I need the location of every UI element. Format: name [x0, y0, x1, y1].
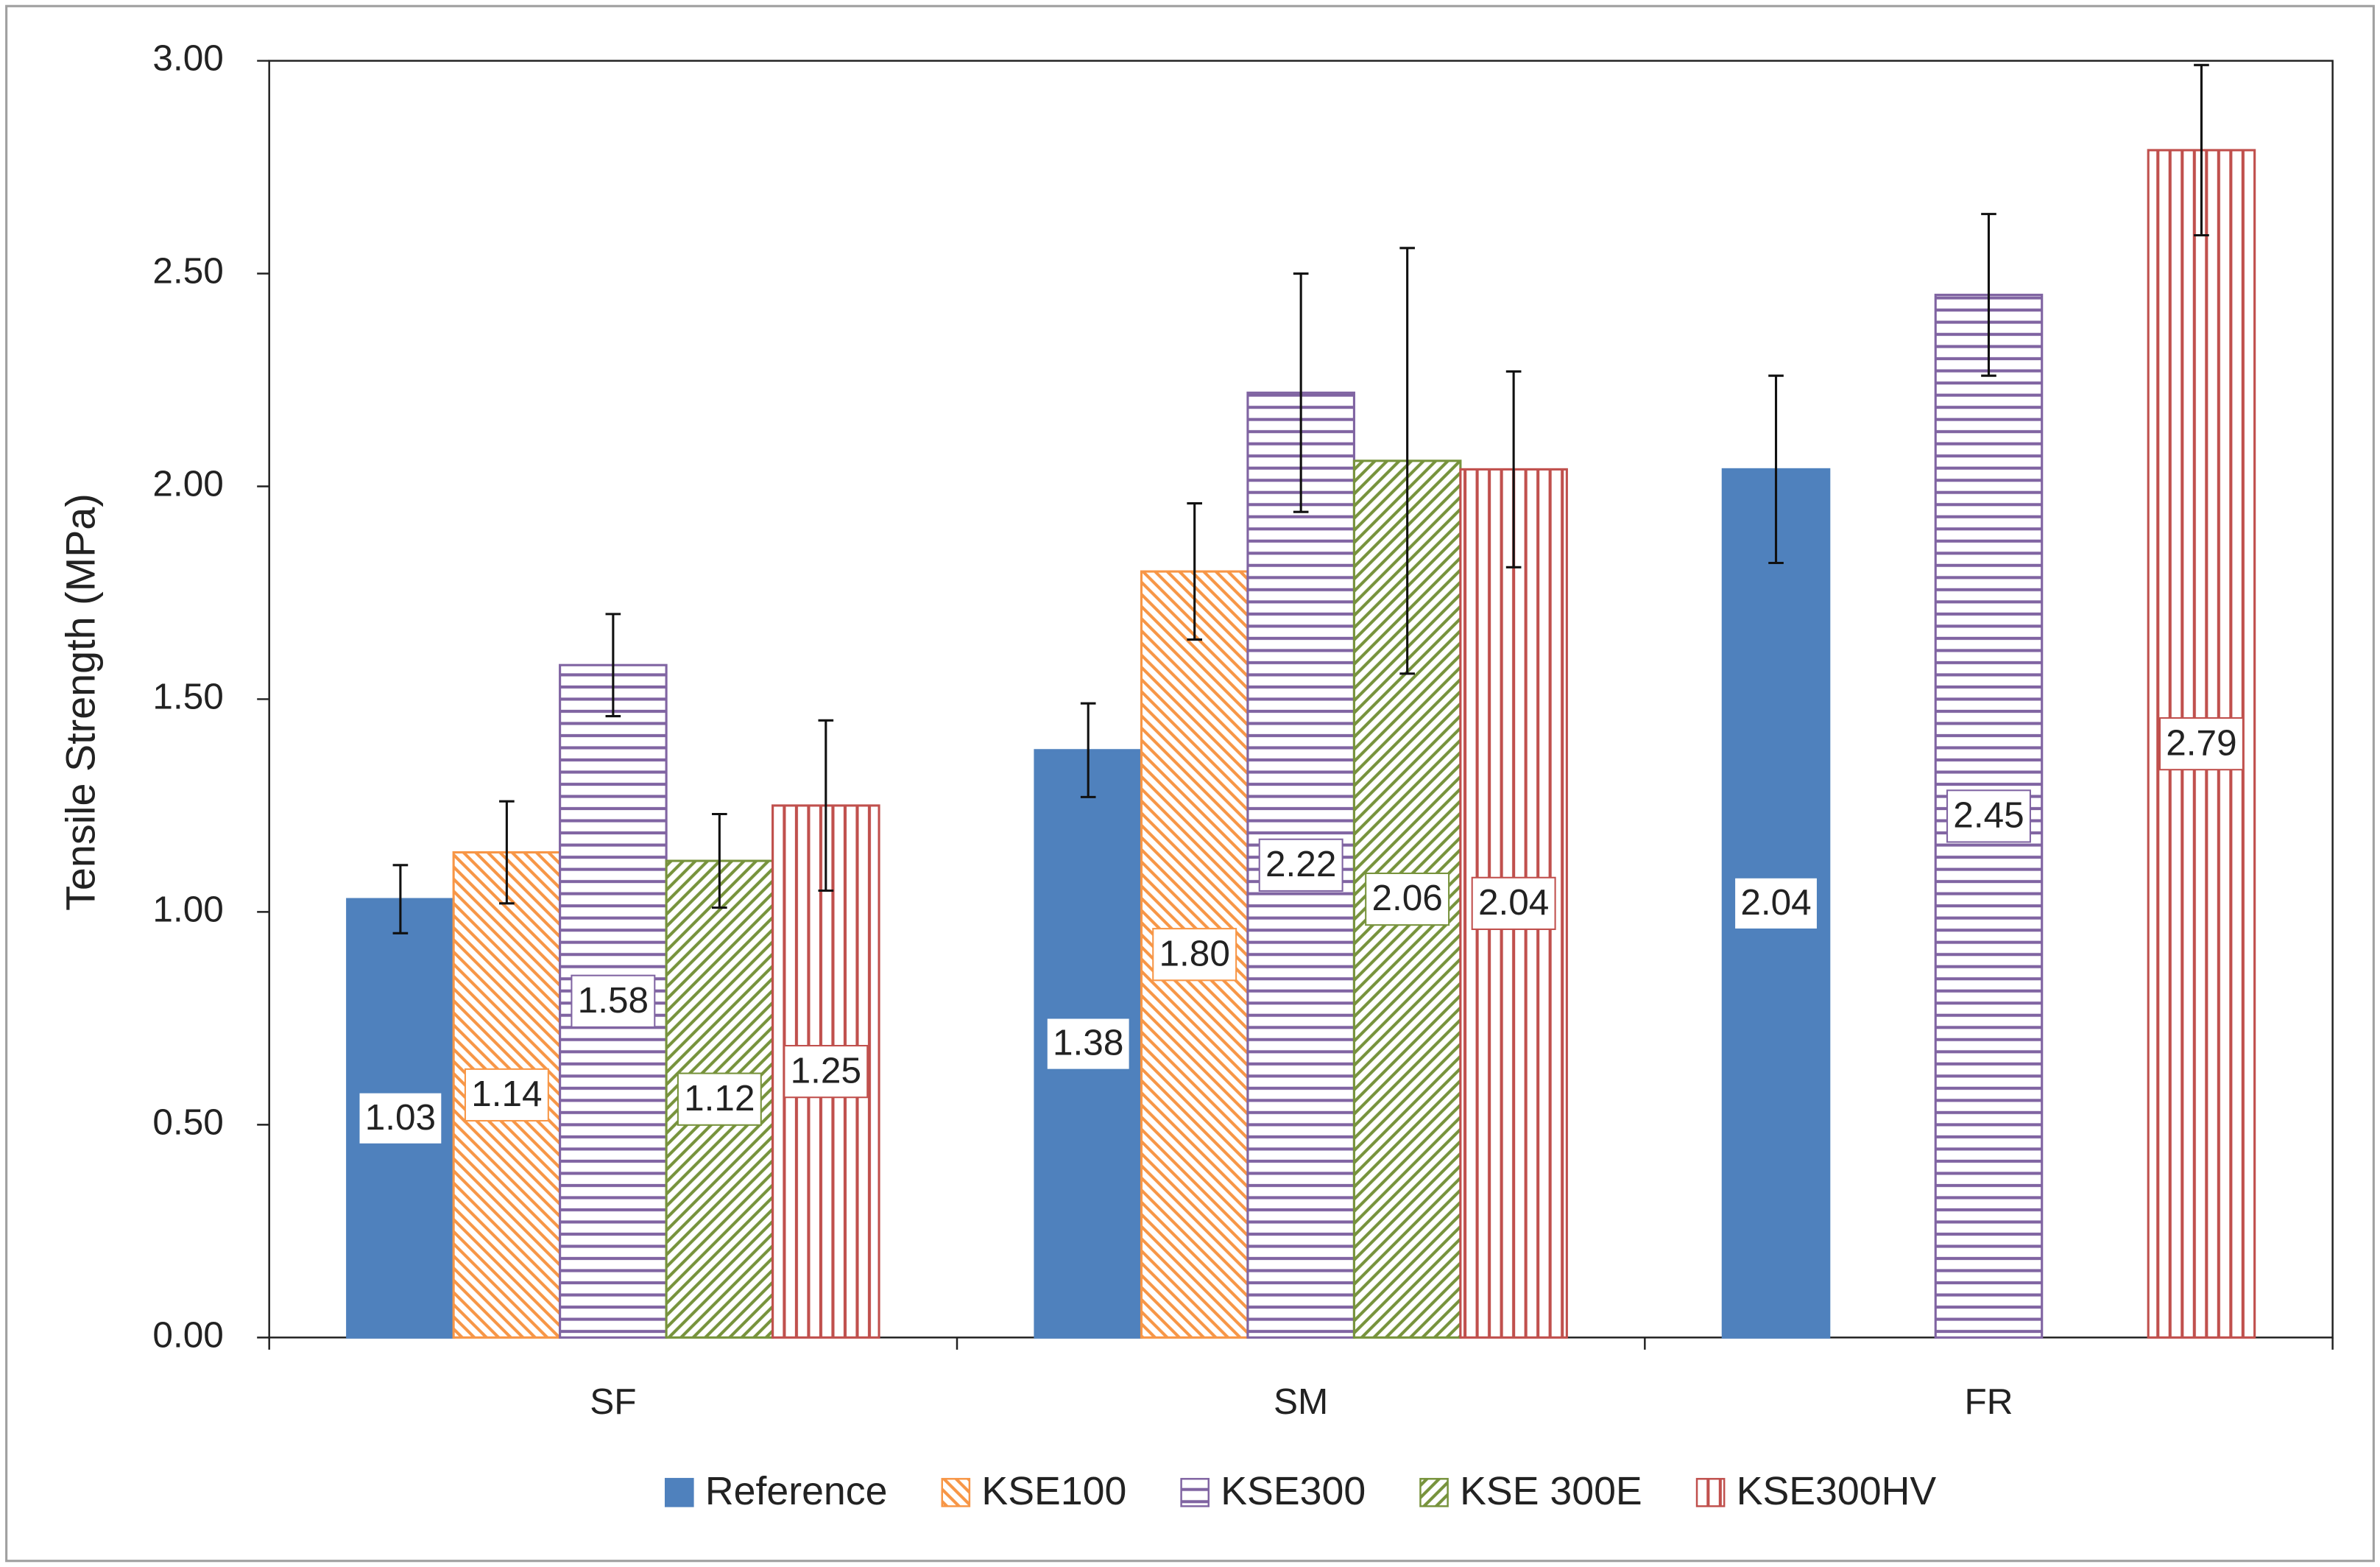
data-label-box: [1152, 928, 1237, 982]
error-bar: [1293, 272, 1309, 513]
error-bar: [1399, 247, 1415, 675]
data-label-box: [571, 974, 656, 1028]
error-bar: [818, 719, 834, 892]
y-tick-label: 1.00: [152, 889, 223, 929]
legend-label: Reference: [705, 1469, 888, 1513]
x-tick-label: SM: [1274, 1381, 1328, 1422]
data-label: 1.14: [471, 1074, 542, 1114]
legend-label: KSE300HV: [1737, 1469, 1937, 1513]
error-bar: [1505, 370, 1522, 568]
data-label: 1.25: [791, 1050, 861, 1091]
data-label-box: [1946, 789, 2031, 843]
legend-item: KSE300HV: [1695, 1469, 1937, 1513]
data-label-box: [677, 1072, 762, 1126]
data-label-box: [1365, 872, 1450, 926]
legend-swatch: [1419, 1478, 1449, 1507]
error-bar: [1080, 702, 1096, 798]
error-bar: [1981, 213, 1996, 377]
data-label-box: [464, 1068, 549, 1122]
legend-swatch: [1180, 1478, 1210, 1507]
x-tick-label: FR: [1964, 1381, 2013, 1422]
y-tick-label: 2.00: [152, 464, 223, 504]
legend-swatch: [664, 1478, 694, 1507]
data-label: 1.38: [1053, 1023, 1123, 1063]
error-bar: [1768, 374, 1784, 565]
legend-label: KSE300: [1221, 1469, 1366, 1513]
legend-item: KSE 300E: [1419, 1469, 1642, 1513]
y-tick-label: 1.50: [152, 677, 223, 717]
data-label: 2.22: [1265, 844, 1336, 884]
x-tick-label: SF: [590, 1381, 636, 1422]
y-tick-label: 3.00: [152, 38, 223, 79]
data-label: 1.03: [365, 1097, 436, 1138]
data-label: 2.04: [1478, 882, 1549, 923]
data-label: 2.45: [1953, 795, 2024, 836]
legend-item: KSE100: [941, 1469, 1126, 1513]
legend-label: KSE 300E: [1460, 1469, 1642, 1513]
data-label: 1.58: [578, 980, 649, 1021]
y-axis-title: Tensile Strength (MPa): [58, 493, 104, 911]
data-label-box: [1045, 1017, 1131, 1071]
y-tick-label: 0.50: [152, 1102, 223, 1142]
legend-swatch: [941, 1478, 971, 1507]
data-label-box: [1734, 876, 1818, 930]
data-label-box: [1258, 838, 1343, 892]
data-label: 1.12: [684, 1078, 755, 1119]
data-label: 1.80: [1159, 933, 1230, 973]
y-tick-label: 2.50: [152, 251, 223, 292]
error-bar: [499, 800, 515, 905]
legend-item: KSE300: [1180, 1469, 1366, 1513]
error-bar: [2194, 63, 2209, 237]
data-label: 2.06: [1371, 878, 1442, 918]
error-bar: [712, 812, 727, 909]
legend-label: KSE100: [981, 1469, 1126, 1513]
data-label-box: [358, 1091, 443, 1145]
legend-swatch: [1695, 1478, 1726, 1507]
error-bar: [392, 864, 409, 934]
data-label: 2.79: [2166, 722, 2236, 763]
data-label: 2.04: [1740, 882, 1811, 923]
error-bar: [605, 613, 621, 718]
error-bar: [1187, 502, 1203, 641]
data-label-box: [2158, 717, 2244, 771]
data-label-box: [1471, 876, 1556, 930]
data-label-box: [783, 1045, 869, 1099]
legend-item: Reference: [664, 1469, 888, 1513]
y-tick-label: 0.00: [152, 1314, 223, 1355]
